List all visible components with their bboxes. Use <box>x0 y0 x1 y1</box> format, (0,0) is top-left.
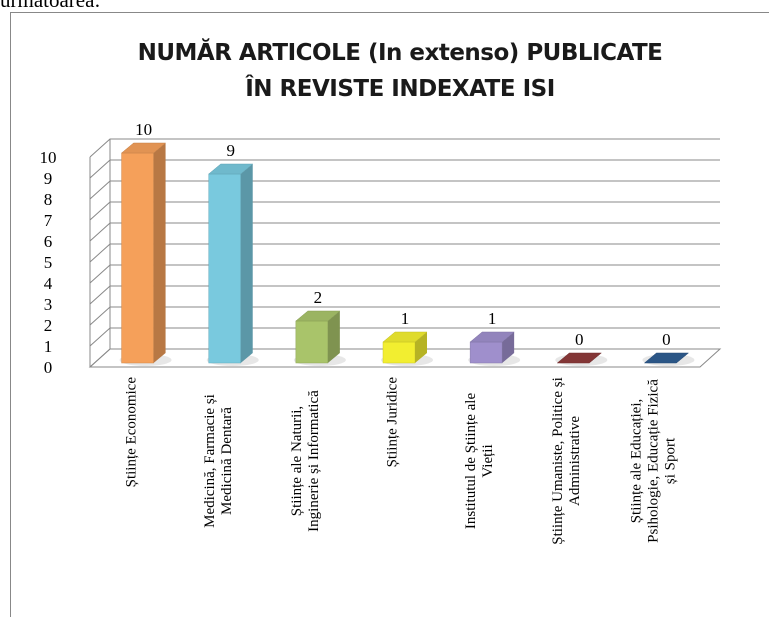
data-label: 0 <box>575 330 584 349</box>
bar <box>381 331 433 366</box>
bar-top <box>382 331 428 343</box>
data-label: 10 <box>135 120 152 139</box>
bar <box>555 352 608 366</box>
grid-line <box>89 159 720 179</box>
y-tick-label: 10 <box>40 148 57 167</box>
x-tick-label: Științe Economice <box>123 377 140 488</box>
x-tick-label: Științe Juridice <box>384 377 401 468</box>
data-label: 9 <box>226 141 235 160</box>
bar <box>642 352 695 366</box>
grid-line <box>89 264 720 284</box>
data-label: 0 <box>662 330 671 349</box>
bar-front <box>295 320 329 364</box>
y-tick-label: 3 <box>44 295 53 314</box>
grid-line <box>89 306 720 326</box>
bar-top <box>208 163 254 175</box>
x-tick-label: Științe Umaniste, Politice și Administra… <box>550 377 584 545</box>
grid-line <box>89 243 720 263</box>
y-tick-label: 5 <box>44 253 53 272</box>
chart-title: NUMĂR ARTICOLE (In extenso) PUBLICATE <box>137 40 663 66</box>
grid-line <box>89 138 720 158</box>
x-tick-label: Științe ale Educației, Psihologie, Educa… <box>628 379 679 543</box>
bar-top <box>556 352 602 364</box>
data-label: 1 <box>488 309 497 328</box>
grid-line <box>89 327 720 347</box>
intro-text: următoarea: <box>0 0 101 12</box>
bar-front <box>121 152 154 364</box>
chart-frame <box>10 12 769 617</box>
bar-top <box>469 331 515 343</box>
y-tick-label: 7 <box>44 211 53 230</box>
chart-subtitle: ÎN REVISTE INDEXATE ISI <box>245 76 555 102</box>
grid-line <box>89 180 720 200</box>
data-label: 1 <box>401 309 410 328</box>
grid-line <box>89 222 720 242</box>
bar-top <box>295 310 341 322</box>
bar-top <box>120 142 167 154</box>
y-tick-label: 2 <box>44 316 53 335</box>
bar <box>119 142 172 366</box>
bar-front <box>382 341 416 364</box>
bar <box>206 163 259 366</box>
y-tick-label: 0 <box>44 358 53 377</box>
data-label: 2 <box>314 288 323 307</box>
grid-line <box>89 348 720 368</box>
bar-top <box>643 352 690 364</box>
grid-line <box>89 285 720 305</box>
bar-front <box>469 341 503 364</box>
bar <box>468 331 521 366</box>
x-tick-label: Medicină, Farmacie și Medicină Dentară <box>201 394 235 528</box>
y-tick-label: 8 <box>44 190 53 209</box>
y-tick-label: 9 <box>44 169 53 188</box>
x-tick-label: Științe ale Naturii, Inginerie și Inform… <box>288 390 322 532</box>
x-tick-label: Institutul de Științe ale Vieții <box>463 392 497 530</box>
bar-side <box>327 311 340 363</box>
bar <box>293 310 346 366</box>
grid-line <box>89 201 720 221</box>
bar-side <box>153 143 166 363</box>
y-tick-label: 6 <box>44 232 53 251</box>
bar-side <box>240 164 253 363</box>
bar-front <box>208 173 241 364</box>
y-tick-label: 4 <box>44 274 53 293</box>
y-tick-label: 1 <box>44 337 53 356</box>
